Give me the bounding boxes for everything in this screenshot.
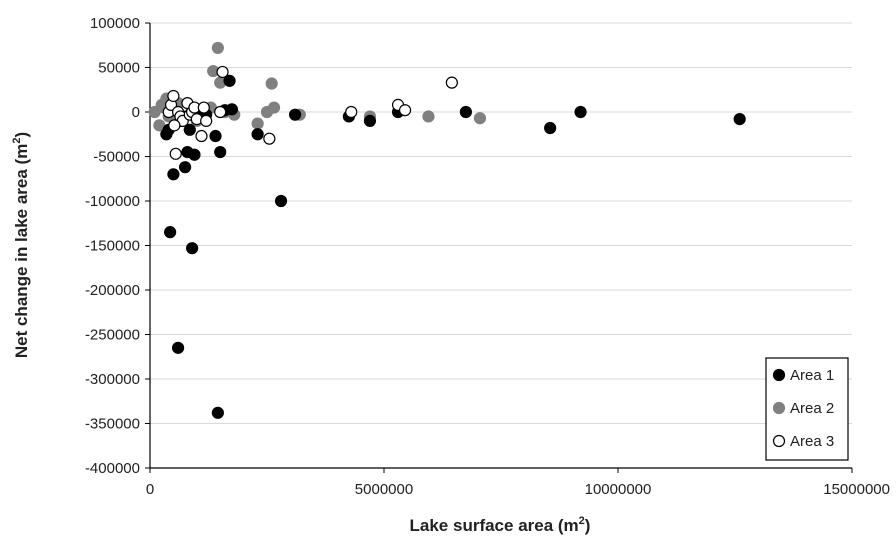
data-point bbox=[363, 114, 377, 128]
data-points bbox=[148, 41, 746, 419]
data-point bbox=[574, 105, 587, 119]
x-tick-label: 0 bbox=[146, 481, 154, 498]
data-point bbox=[251, 128, 264, 141]
data-point bbox=[267, 101, 281, 114]
y-tick-label: 50000 bbox=[98, 60, 140, 77]
data-point bbox=[168, 119, 181, 132]
data-point bbox=[733, 113, 746, 126]
data-point bbox=[422, 110, 435, 123]
data-point bbox=[197, 101, 210, 114]
x-tick-label: 10000000 bbox=[585, 481, 652, 498]
x-tick-label: 15000000 bbox=[823, 481, 890, 498]
data-point bbox=[274, 194, 288, 208]
y-tick-label: -400000 bbox=[85, 460, 140, 477]
legend-marker bbox=[772, 401, 786, 415]
legend: Area 1 Area 2 Area 3 bbox=[765, 357, 849, 461]
data-point bbox=[160, 128, 173, 141]
legend-label: Area 1 bbox=[790, 367, 834, 384]
legend-label: Area 3 bbox=[790, 433, 834, 450]
data-point bbox=[473, 112, 487, 125]
y-tick-label: -150000 bbox=[85, 238, 140, 255]
gridlines bbox=[150, 22, 852, 469]
data-point bbox=[183, 123, 196, 136]
data-point bbox=[211, 406, 224, 419]
data-point bbox=[459, 105, 472, 119]
data-point bbox=[195, 129, 208, 143]
y-tick-label: -350000 bbox=[85, 416, 140, 433]
data-point bbox=[216, 65, 229, 79]
data-point bbox=[211, 41, 224, 55]
x-tick-label: 5000000 bbox=[355, 481, 413, 498]
axes bbox=[145, 22, 853, 473]
data-point bbox=[209, 129, 222, 143]
data-point bbox=[188, 148, 201, 161]
data-point bbox=[445, 76, 458, 89]
legend-marker bbox=[772, 368, 786, 382]
data-point bbox=[200, 114, 213, 128]
legend-label: Area 2 bbox=[790, 400, 834, 417]
legend-marker bbox=[772, 434, 786, 448]
data-point bbox=[214, 145, 227, 159]
data-point bbox=[544, 121, 557, 135]
data-point bbox=[169, 147, 182, 160]
y-tick-labels: 100000 50000 0 -50000 -100000 -150000 -200000 -… bbox=[85, 15, 140, 477]
y-tick-label: 0 bbox=[132, 104, 140, 121]
data-point bbox=[225, 103, 238, 116]
series-area-3 bbox=[162, 65, 458, 160]
y-tick-label: -200000 bbox=[85, 282, 140, 299]
y-tick-label: -50000 bbox=[93, 149, 140, 166]
series-area-1 bbox=[160, 74, 746, 419]
data-point bbox=[398, 104, 412, 117]
data-point bbox=[345, 105, 358, 119]
data-point bbox=[167, 168, 180, 181]
x-axis-title: Lake surface area (m2) bbox=[410, 515, 591, 535]
data-point bbox=[265, 77, 278, 90]
data-point bbox=[164, 226, 177, 239]
data-point bbox=[251, 117, 264, 130]
data-point bbox=[263, 132, 276, 145]
data-point bbox=[167, 89, 180, 103]
x-tick-labels: 0 5000000 10000000 15000000 bbox=[146, 481, 890, 498]
data-point bbox=[214, 105, 227, 119]
data-point bbox=[288, 108, 302, 121]
y-axis-title: Net change in lake area (m2) bbox=[11, 132, 31, 358]
y-tick-label: -100000 bbox=[85, 193, 140, 210]
y-tick-label: -300000 bbox=[85, 371, 140, 388]
y-tick-label: 100000 bbox=[90, 15, 140, 32]
data-point bbox=[223, 74, 236, 87]
data-point bbox=[186, 242, 199, 255]
y-tick-label: -250000 bbox=[85, 327, 140, 344]
data-point bbox=[179, 161, 192, 174]
data-point bbox=[171, 341, 185, 354]
